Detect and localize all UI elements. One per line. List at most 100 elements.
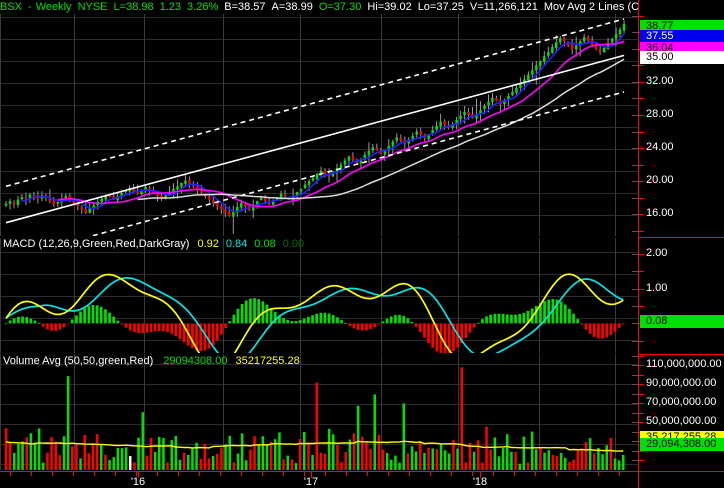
gridline-h (0, 340, 638, 341)
scale-tick (639, 403, 644, 404)
scale-tick-outer (632, 231, 638, 232)
time-axis-tick (262, 472, 263, 476)
gridline-h (0, 83, 638, 84)
gridline-v (74, 14, 75, 236)
scale-tick (639, 98, 644, 99)
volume-panel[interactable]: Volume Avg (50,50,green,Red) 29094308.00 3… (0, 354, 638, 470)
volume-scale-label: 110,000,000.00 (646, 358, 722, 370)
volume-plot (4, 367, 625, 470)
price-scale-label: 24.00 (646, 141, 674, 153)
gridline-v (300, 354, 301, 470)
scale-tick-outer (632, 394, 638, 395)
gridline-h (0, 17, 638, 18)
macd-title-text: MACD (12,26,9,Green,Red,DarkGray) (3, 238, 190, 250)
price-scale-label: 20.00 (646, 174, 674, 186)
price-gridlines (0, 14, 638, 236)
fast-ma-tag[interactable]: 37.55 (640, 30, 724, 43)
time-axis-tick (451, 472, 452, 476)
last-price: L=38.98 (113, 1, 154, 13)
time-axis-tick (73, 472, 74, 476)
time-axis-tick (598, 472, 599, 476)
scale-tick-outer (632, 323, 638, 324)
scale-tick (639, 341, 644, 342)
interval-label[interactable]: Weekly (35, 1, 72, 13)
volume-scale-label: 90,000,000.00 (646, 377, 717, 389)
right-price-scale[interactable]: 32.00 28.00 24.00 20.00 16.00 38.77 37.55 36.04… (632, 0, 724, 488)
scale-tick (639, 460, 644, 461)
symbol-label[interactable]: BSX (0, 1, 23, 13)
macd-title[interactable]: MACD (12,26,9,Green,Red,DarkGray) 0.92 0.8… (3, 238, 304, 250)
gridline-h (0, 444, 638, 445)
gridline-v (74, 238, 75, 353)
scale-tick-outer (632, 403, 638, 404)
scale-tick-outer (632, 115, 638, 116)
time-axis-label: '16 (130, 476, 146, 488)
scale-tick-outer (632, 413, 638, 414)
time-axis-tick (304, 472, 305, 476)
gridline-h (0, 364, 638, 365)
macd-plot (4, 273, 625, 353)
scale-tick (639, 394, 644, 395)
study-label[interactable]: Mov Avg 2 Lines (Cl ... (543, 1, 654, 13)
gridline-v (381, 14, 382, 236)
time-axis-tick (220, 472, 221, 476)
gridline-v (0, 238, 1, 353)
gridline-v (615, 14, 616, 236)
volume-value-1: 29094308.00 (163, 355, 228, 367)
volume-value-2: 35217255.28 (235, 355, 300, 367)
gridline-h (0, 296, 638, 297)
scale-tick-outer (632, 254, 638, 255)
gridline-h (0, 318, 638, 319)
time-axis-tick (178, 472, 179, 476)
price-scale-label: 28.00 (646, 108, 674, 120)
time-axis-major-tick (311, 472, 312, 478)
macd-value-tag[interactable]: 0.08 (640, 315, 724, 328)
gridline-h (0, 61, 638, 62)
scale-tick-outer (632, 451, 638, 452)
gridline-v (458, 14, 459, 236)
gridline-h (0, 252, 638, 253)
gridline-v (539, 14, 540, 236)
gridline-v (615, 354, 616, 470)
scale-tick-outer (632, 16, 638, 17)
scale-tick-outer (632, 441, 638, 442)
time-axis-label: '18 (472, 476, 488, 488)
price-candlesticks (4, 18, 626, 236)
time-axis-tick (31, 472, 32, 476)
time-axis-major-tick (480, 472, 481, 478)
gridline-v (458, 238, 459, 353)
volume-gridlines (0, 354, 638, 470)
macd-value-1: 0.92 (197, 238, 219, 250)
volume-title[interactable]: Volume Avg (50,50,green,Red) 29094308.00 3… (3, 355, 300, 367)
price-change: 1.23 (159, 1, 182, 13)
time-axis-tick (241, 472, 242, 476)
scale-tick (639, 384, 644, 385)
gridline-v (223, 14, 224, 236)
reference-tag[interactable]: 35.00 (640, 51, 724, 64)
macd-panel[interactable]: MACD (12,26,9,Green,Red,DarkGray) 0.92 0.8… (0, 238, 638, 353)
gridline-v (539, 354, 540, 470)
volume-last-tag[interactable]: 29,094,308.00 (640, 438, 724, 451)
scale-tick-outer (632, 341, 638, 342)
scale-tick (639, 254, 644, 255)
reference-tag-text: 35.00 (646, 51, 674, 63)
price-chart-panel[interactable] (0, 14, 638, 236)
time-axis-tick (52, 472, 53, 476)
last-price-tag[interactable]: 38.77 (640, 20, 724, 33)
time-axis-tick (115, 472, 116, 476)
volume-scale-label: 50,000,000.00 (646, 415, 717, 427)
scale-tick (639, 82, 644, 83)
scale-tick-outer (632, 422, 638, 423)
scale-tick (639, 16, 644, 17)
time-axis-tick (346, 472, 347, 476)
time-axis-tick (388, 472, 389, 476)
scale-tick-outer (632, 356, 638, 357)
gridline-v (144, 354, 145, 470)
gridline-h (0, 149, 638, 150)
scale-tick (639, 165, 644, 166)
scale-tick (639, 451, 644, 452)
scale-tick-outer (632, 375, 638, 376)
scale-tick (639, 356, 644, 357)
volume-title-text: Volume Avg (50,50,green,Red) (3, 355, 154, 367)
